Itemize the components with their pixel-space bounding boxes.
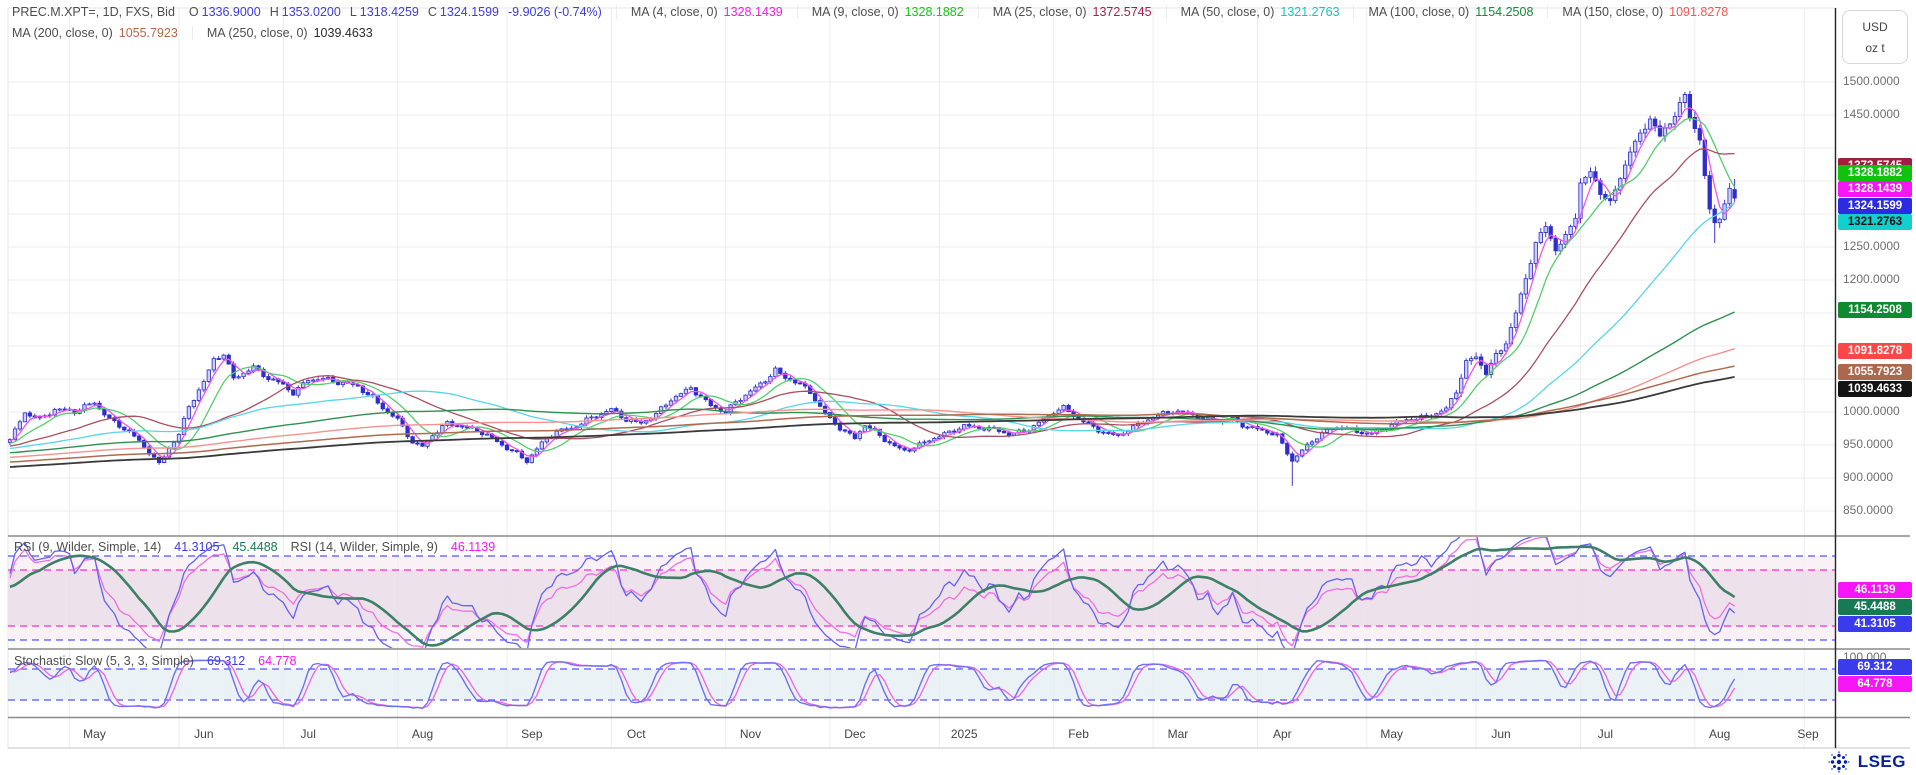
- open-label: O: [188, 5, 199, 19]
- instrument-legend[interactable]: PREC.M.XPT=, 1D, FXS, Bid: [12, 5, 175, 19]
- unit-currency: USD: [1862, 19, 1888, 34]
- time-axis-label: Sep: [521, 727, 543, 741]
- unit-measure: oz t: [1865, 40, 1885, 55]
- rsi-legend-item: RSI (9, Wilder, Simple, 14): [14, 540, 162, 554]
- high-value: 1353.0200: [281, 5, 341, 19]
- rsi-badge: 41.3105: [1838, 615, 1912, 632]
- ma-legend-group-2: MA (200, close, 0) 1055.7923 MA (250, clos…: [12, 26, 373, 40]
- price-tick-label: 1200.0000: [1843, 272, 1900, 286]
- open-value: 1336.9000: [201, 5, 261, 19]
- time-axis-label: Nov: [739, 727, 762, 741]
- price-tick-label: 900.0000: [1843, 470, 1894, 484]
- ma-legend-item[interactable]: MA (25, close, 0) 1372.5745: [977, 5, 1152, 19]
- price-badge: 1091.8278: [1838, 343, 1912, 360]
- price-tick-label: 1500.0000: [1843, 74, 1900, 88]
- ma-label: MA (4, close, 0): [630, 5, 718, 19]
- ma-label: MA (25, close, 0): [992, 5, 1087, 19]
- rsi-legend-item: RSI (14, Wilder, Simple, 9): [290, 540, 438, 554]
- time-axis-label: Mar: [1167, 727, 1189, 741]
- rsi-legend-item: 45.4488: [232, 540, 278, 554]
- ma-value: 1055.7923: [118, 26, 178, 40]
- price-badge: 1039.4633: [1838, 380, 1912, 397]
- low-label: L: [349, 5, 357, 19]
- ma-legend-item[interactable]: MA (50, close, 0) 1321.2763: [1165, 5, 1340, 19]
- price-badge: 1321.2763: [1838, 214, 1912, 231]
- rsi-badge: 45.4488: [1838, 598, 1912, 615]
- ma-legend-item[interactable]: MA (150, close, 0) 1091.8278: [1547, 5, 1728, 19]
- time-axis-label: Feb: [1068, 727, 1089, 741]
- stoch-badge: 64.778: [1838, 676, 1912, 693]
- price-badge: 1324.1599: [1838, 197, 1912, 214]
- ma-legend-item[interactable]: MA (250, close, 0) 1039.4633: [191, 26, 373, 40]
- ma-legend-item[interactable]: MA (200, close, 0) 1055.7923: [12, 26, 178, 40]
- price-tick-label: 1000.0000: [1843, 404, 1900, 418]
- price-tick-label: 1250.0000: [1843, 239, 1900, 253]
- close-label: C: [427, 5, 437, 19]
- lseg-rosette-icon: [1828, 751, 1850, 773]
- ma-legend-group-1: MA (4, close, 0) 1328.1439 MA (9, close, 0…: [602, 5, 1728, 19]
- low-value: 1318.4259: [359, 5, 419, 19]
- price-axis-unit-box: USD oz t: [1842, 10, 1908, 64]
- stoch-badge: 69.312: [1838, 658, 1912, 675]
- ma-legend-item[interactable]: MA (9, close, 0) 1328.1882: [796, 5, 964, 19]
- ma-legend-item[interactable]: MA (100, close, 0) 1154.2508: [1353, 5, 1533, 19]
- time-axis-label: Dec: [844, 727, 866, 741]
- time-axis-label: May: [1380, 727, 1403, 741]
- time-axis-label: Apr: [1272, 727, 1292, 741]
- rsi-pane-legend[interactable]: RSI (9, Wilder, Simple, 14) 41.3105 45.448…: [14, 540, 508, 554]
- ma-label: MA (200, close, 0): [12, 26, 113, 40]
- ma-value: 1328.1439: [723, 5, 783, 19]
- rsi-legend-item: 46.1139: [450, 540, 496, 554]
- stoch-legend-item: Stochastic Slow (5, 3, 3, Simple): [14, 654, 194, 668]
- rsi-badge: 46.1139: [1838, 581, 1912, 598]
- time-axis-label: Jun: [194, 727, 214, 741]
- price-tick-label: 1450.0000: [1843, 107, 1900, 121]
- ma-value: 1039.4633: [313, 26, 373, 40]
- ma-label: MA (250, close, 0): [206, 26, 308, 40]
- ma-label: MA (50, close, 0): [1180, 5, 1275, 19]
- stochastic-pane-legend[interactable]: Stochastic Slow (5, 3, 3, Simple) 69.312 6…: [14, 654, 309, 668]
- ma-label: MA (9, close, 0): [811, 5, 899, 19]
- ohlc-readout: O 1336.9000 H 1353.0200 L 1318.4259 C 1324.1…: [189, 5, 602, 19]
- time-axis-label: 2025: [950, 727, 978, 741]
- price-badge: 1328.1439: [1838, 181, 1912, 198]
- ma-value: 1154.2508: [1475, 5, 1534, 19]
- lseg-wordmark: LSEG: [1857, 752, 1906, 771]
- time-axis-label: May: [83, 727, 106, 741]
- stoch-legend-item: 64.778: [258, 654, 297, 668]
- time-axis-label: Sep: [1797, 727, 1819, 741]
- ma-value: 1328.1882: [904, 5, 964, 19]
- ma-value: 1372.5745: [1092, 5, 1152, 19]
- lseg-logo: LSEG: [1827, 750, 1906, 774]
- price-badge: 1154.2508: [1838, 302, 1912, 319]
- ma-value: 1091.8278: [1669, 5, 1729, 19]
- time-axis-label: Aug: [1708, 727, 1731, 741]
- time-axis-label: Jul: [300, 727, 316, 741]
- stoch-legend-item: 69.312: [206, 654, 246, 668]
- close-value: 1324.1599: [439, 5, 500, 19]
- change-value: -9.9026 (-0.74%): [508, 5, 602, 19]
- ma-legend-item[interactable]: MA (4, close, 0) 1328.1439: [615, 5, 783, 19]
- price-badge: 1328.1882: [1838, 164, 1912, 181]
- time-axis-label: Aug: [411, 727, 434, 741]
- ma-label: MA (100, close, 0): [1368, 5, 1470, 19]
- ma-value: 1321.2763: [1280, 5, 1340, 19]
- ma-label: MA (150, close, 0): [1562, 5, 1664, 19]
- time-axis-label: Jun: [1491, 727, 1511, 741]
- time-axis-label: Oct: [626, 727, 646, 741]
- rsi-legend-item: 41.3105: [174, 540, 220, 554]
- price-tick-label: 850.0000: [1843, 503, 1894, 517]
- time-axis-label: Jul: [1597, 727, 1614, 741]
- chart-legend-row1: PREC.M.XPT=, 1D, FXS, Bid O 1336.9000 H 13…: [12, 5, 1728, 19]
- price-tick-label: 950.0000: [1843, 437, 1894, 451]
- price-badge: 1055.7923: [1838, 364, 1912, 381]
- high-label: H: [269, 5, 279, 19]
